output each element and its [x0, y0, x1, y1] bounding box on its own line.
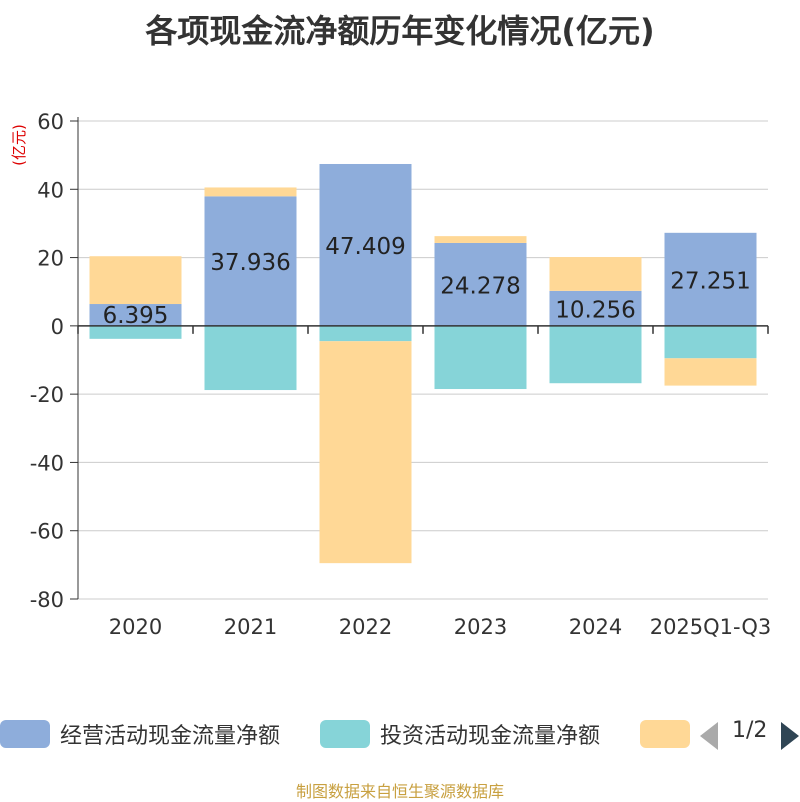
y-tick-label: -40 [30, 451, 64, 475]
y-tick-label: 60 [37, 110, 64, 134]
y-tick-label: 20 [37, 247, 64, 271]
data-label: 37.936 [210, 250, 290, 276]
x-tick-label: 2023 [454, 615, 507, 639]
bar-investing [204, 325, 297, 391]
x-tick-label: 2022 [339, 615, 392, 639]
bar-financing [664, 358, 757, 386]
legend-swatch-investing [320, 720, 370, 748]
bar-financing [549, 257, 642, 291]
bar-financing [204, 187, 297, 197]
legend-label-operating: 经营活动现金流量净额 [60, 724, 281, 749]
x-tick-label: 2021 [224, 615, 277, 639]
y-axis-label: (亿元) [10, 124, 28, 166]
data-label: 10.256 [555, 297, 635, 323]
legend-swatch-operating [0, 720, 50, 748]
x-tick-label: 2020 [109, 615, 162, 639]
data-label: 6.395 [103, 303, 169, 329]
legend-label-investing: 投资活动现金流量净额 [380, 724, 601, 749]
x-tick-label: 2024 [569, 615, 622, 639]
bar-investing [549, 325, 642, 384]
bar-operating [319, 163, 412, 326]
source-note: 制图数据来自恒生聚源数据库 [295, 782, 504, 801]
data-label: 24.278 [440, 273, 520, 299]
y-tick-label: -20 [30, 383, 64, 407]
bar-operating [549, 290, 642, 326]
legend-page-indicator: 1/2 [732, 718, 768, 743]
data-label: 47.409 [325, 234, 405, 260]
y-tick-label: 0 [51, 315, 64, 339]
bar-financing [319, 341, 412, 564]
bar-operating [434, 242, 527, 326]
bar-financing [434, 236, 527, 243]
bar-investing [664, 325, 757, 359]
bar-investing [434, 325, 527, 390]
x-tick-label: 2025Q1-Q3 [650, 615, 772, 639]
y-tick-label: 40 [37, 178, 64, 202]
chart-title: 各项现金流净额历年变化情况(亿元) [145, 12, 655, 50]
chart-plot: 60 40 20 0 -20 -40 -60 -80 (亿元) 6.395 37.936 47.409… [10, 110, 772, 639]
legend-next-page-icon[interactable] [781, 722, 799, 750]
bar-investing [319, 325, 412, 342]
legend: 经营活动现金流量净额 投资活动现金流量净额 1/2 [0, 716, 800, 756]
data-label: 27.251 [670, 268, 750, 294]
bar-operating [204, 196, 297, 326]
legend-swatch-financing [640, 720, 690, 748]
bar-operating [664, 232, 757, 326]
legend-prev-page-icon[interactable] [700, 722, 718, 750]
bar-operating [89, 304, 182, 326]
y-tick-label: -60 [30, 520, 64, 544]
bar-financing [89, 256, 182, 305]
bar-investing [89, 325, 182, 339]
y-tick-label: -80 [30, 588, 64, 612]
